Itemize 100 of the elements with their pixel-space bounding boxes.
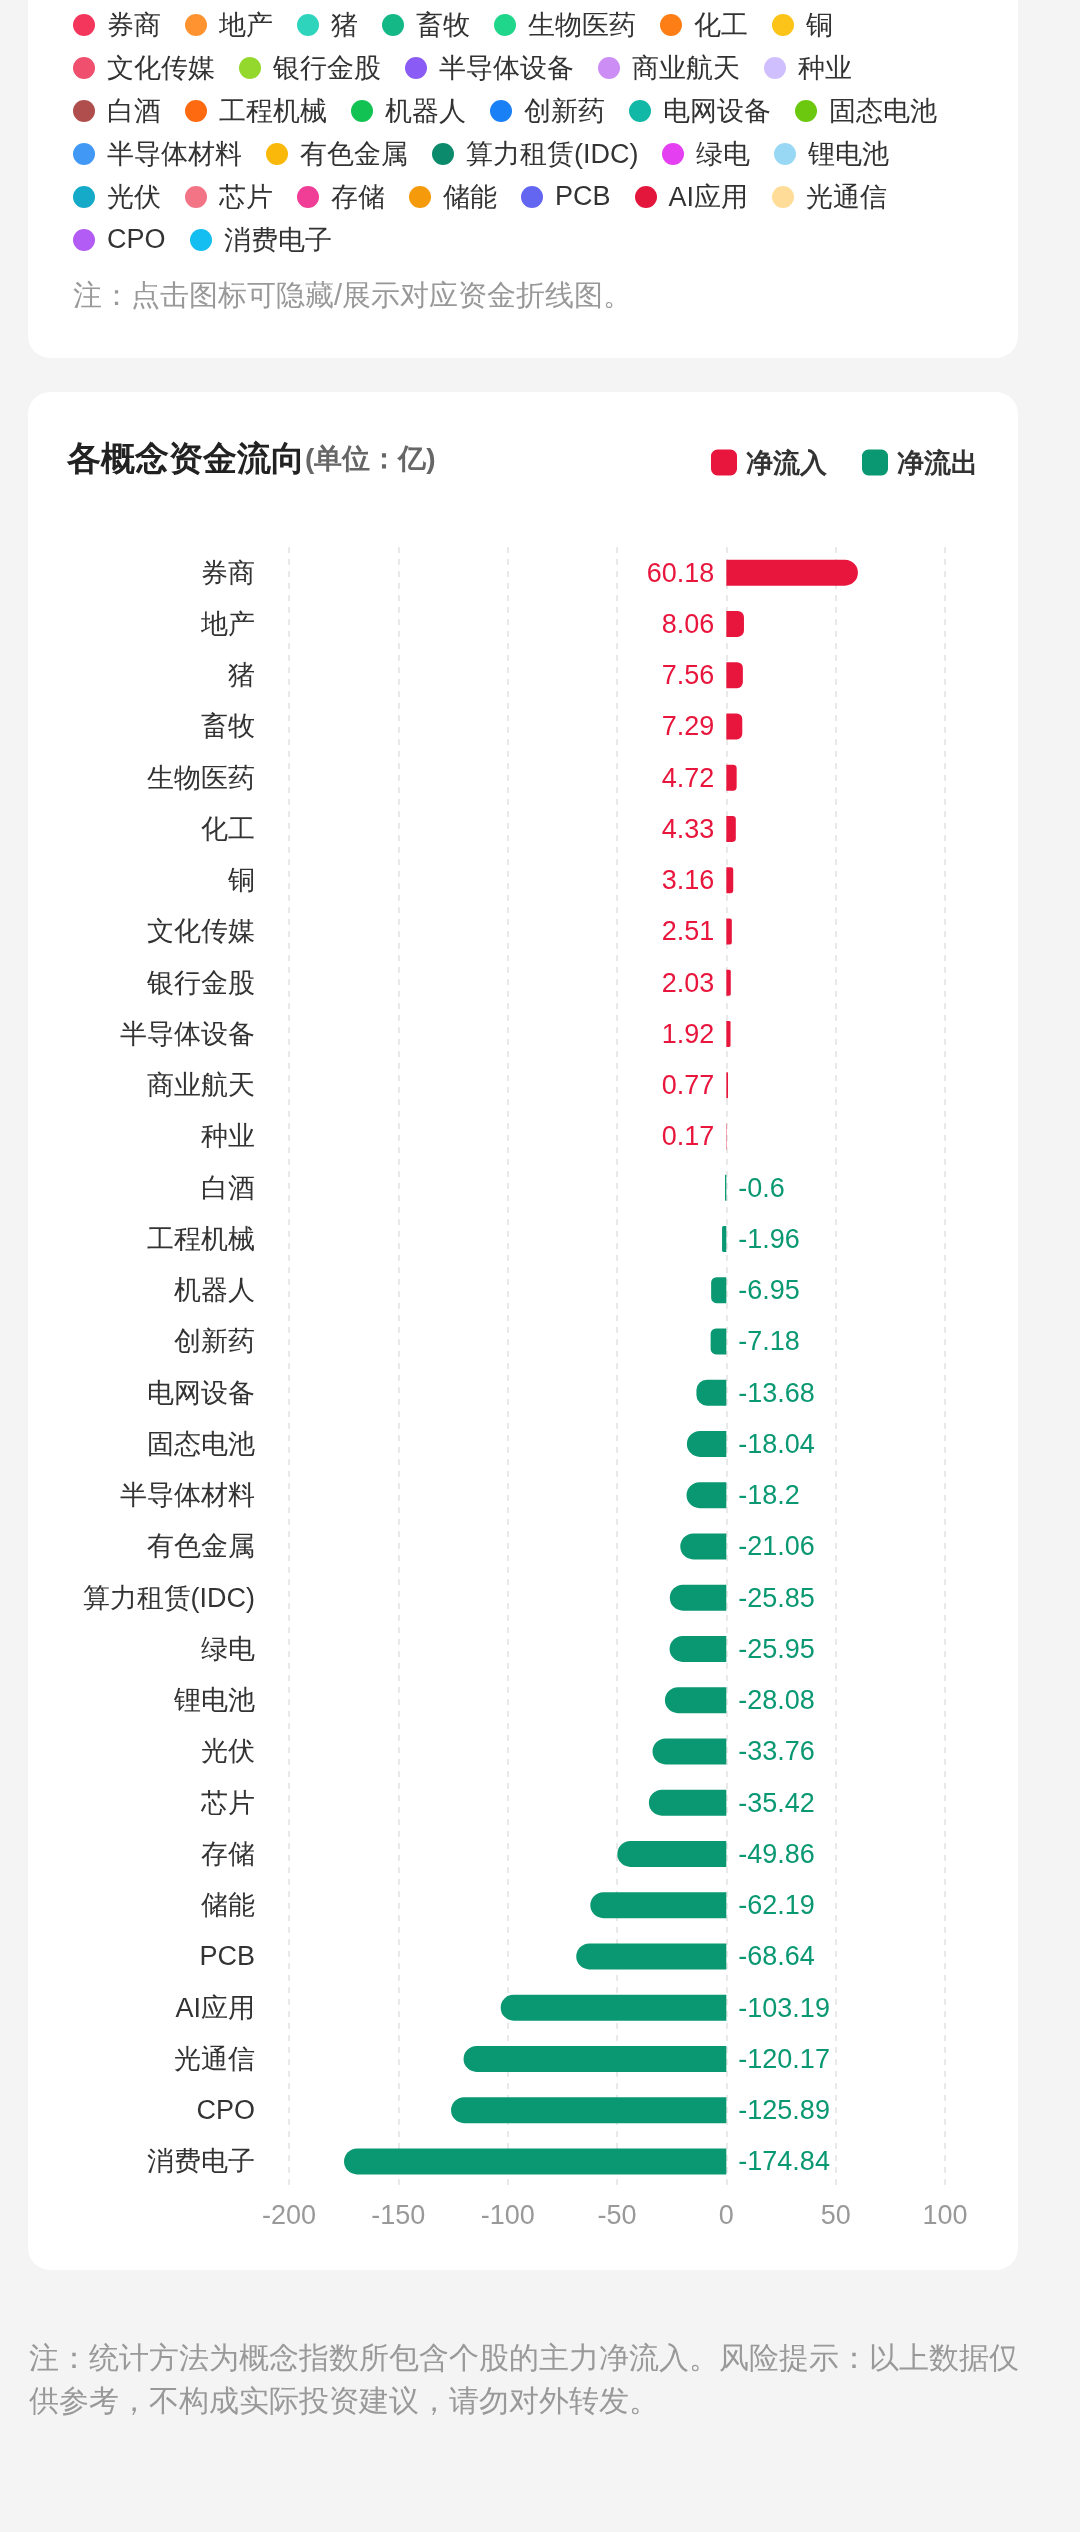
category-label: 猪 <box>331 8 358 42</box>
category-label: 铜 <box>806 8 833 42</box>
y-tick-label: 券商 <box>201 557 255 588</box>
bar <box>652 1738 727 1765</box>
bar <box>726 918 732 945</box>
y-tick-label: 半导体材料 <box>120 1480 255 1511</box>
y-tick-label: 消费电子 <box>147 2146 255 2177</box>
data-label: -125.89 <box>738 2095 830 2126</box>
y-tick-label: 半导体设备 <box>120 1018 255 1049</box>
x-tick-label: 50 <box>820 2199 851 2230</box>
y-tick-label: 电网设备 <box>147 1377 255 1408</box>
x-tick-label: -200 <box>261 2199 317 2230</box>
bar <box>726 610 744 637</box>
y-tick-label: AI应用 <box>175 1992 255 2023</box>
bar <box>617 1840 727 1867</box>
data-label: 1.92 <box>661 1018 715 1049</box>
y-tick-label: 锂电池 <box>173 1685 255 1716</box>
category-label: 银行金股 <box>273 51 381 85</box>
y-tick-label: 商业航天 <box>147 1070 255 1101</box>
y-tick-label: 地产 <box>200 608 255 639</box>
text: 注：点击图标可隐藏/展示对应资金折线图。 <box>73 278 633 313</box>
x-tick-label: -50 <box>597 2199 637 2230</box>
data-label: -18.04 <box>738 1428 815 1459</box>
data-label: 7.29 <box>661 711 715 742</box>
category-label: 锂电池 <box>808 137 890 171</box>
legend-label: 净流入 <box>746 447 828 478</box>
y-tick-label: 固态电池 <box>147 1428 255 1459</box>
bar <box>590 1892 727 1919</box>
y-tick-label: 存储 <box>201 1838 255 1869</box>
y-tick-label: 芯片 <box>200 1787 255 1818</box>
data-label: -28.08 <box>738 1685 815 1716</box>
data-label: 0.17 <box>661 1121 715 1152</box>
category-label: 化工 <box>694 8 748 42</box>
data-label: -7.18 <box>738 1326 800 1357</box>
y-tick-label: 白酒 <box>201 1172 255 1203</box>
y-tick-label: 生物医药 <box>147 762 255 793</box>
bar <box>451 2097 727 2124</box>
bar <box>726 1020 731 1047</box>
x-tick-label: 0 <box>718 2199 734 2230</box>
data-label: 2.51 <box>661 916 715 947</box>
bar <box>463 2045 727 2072</box>
y-tick-label: 银行金股 <box>146 967 255 998</box>
y-tick-label: 猪 <box>228 660 255 691</box>
data-label: -120.17 <box>738 2043 830 2074</box>
bar <box>726 867 734 894</box>
y-tick-label: 有色金属 <box>147 1531 255 1562</box>
bar <box>726 559 858 586</box>
category-label: 机器人 <box>385 94 466 128</box>
category-label: 固态电池 <box>829 94 937 128</box>
bar <box>726 815 736 842</box>
bar <box>576 1943 727 1970</box>
bar <box>344 2148 727 2175</box>
data-label: 3.16 <box>661 865 715 896</box>
y-tick-label: 文化传媒 <box>147 916 255 947</box>
bar <box>726 764 737 791</box>
y-tick-label: 光伏 <box>201 1736 255 1767</box>
legend-label: 净流出 <box>897 447 978 478</box>
y-tick-label: CPO <box>196 2095 255 2126</box>
data-label: 7.56 <box>661 660 715 691</box>
bar <box>500 1994 727 2021</box>
category-label: 电网设备 <box>663 94 771 128</box>
category-label: 生物医药 <box>528 8 636 42</box>
chart-subtitle: (单位：亿) <box>305 442 436 474</box>
category-label: 种业 <box>798 51 852 85</box>
category-label: 绿电 <box>696 137 751 171</box>
data-label: -49.86 <box>738 1838 815 1869</box>
data-label: -6.95 <box>738 1275 800 1306</box>
x-tick-label: 100 <box>922 2199 968 2230</box>
data-label: -0.6 <box>738 1172 785 1203</box>
data-label: -13.68 <box>738 1377 815 1408</box>
category-label: 有色金属 <box>300 137 408 171</box>
y-tick-label: 化工 <box>201 813 255 844</box>
data-label: -174.84 <box>738 2146 830 2177</box>
bar <box>726 713 743 740</box>
category-label: 储能 <box>443 180 497 214</box>
category-label: 半导体设备 <box>439 51 574 85</box>
y-tick-label: 光通信 <box>174 2043 255 2074</box>
bar <box>726 662 743 689</box>
text: 注：统计方法为概念指数所包含个股的主力净流入。风险提示：以上数据仅供参考，不构成实际投资建议，请勿对外转发。 <box>29 2340 1020 2419</box>
data-label: -103.19 <box>738 1992 830 2023</box>
data-label: 8.06 <box>661 608 715 639</box>
category-label: 畜牧 <box>416 8 470 42</box>
bar <box>669 1635 727 1662</box>
data-label: -25.85 <box>738 1582 815 1613</box>
data-label: -33.76 <box>738 1736 815 1767</box>
bar <box>711 1277 727 1304</box>
bar <box>664 1687 727 1714</box>
category-label: AI应用 <box>668 180 749 214</box>
y-tick-label: PCB <box>199 1941 255 1972</box>
x-tick-label: -100 <box>480 2199 535 2230</box>
bar <box>722 1225 727 1252</box>
bar <box>669 1584 727 1611</box>
data-label: 4.33 <box>661 813 715 844</box>
y-tick-label: 工程机械 <box>147 1223 255 1254</box>
data-label: 0.77 <box>661 1070 715 1101</box>
data-label: 60.18 <box>646 557 715 588</box>
x-tick-label: -150 <box>371 2199 426 2230</box>
category-label: 算力租赁(IDC) <box>466 137 639 171</box>
bar <box>648 1789 727 1816</box>
category-label: 存储 <box>331 180 385 214</box>
